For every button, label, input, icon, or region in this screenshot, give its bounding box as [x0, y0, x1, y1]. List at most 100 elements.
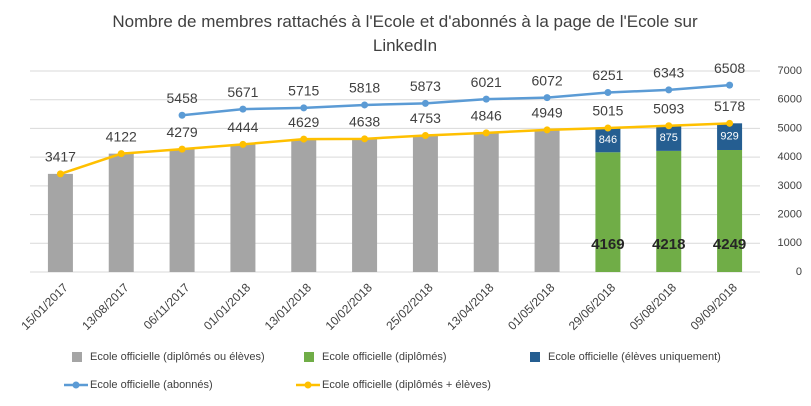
line-marker: [726, 119, 734, 127]
y2-tick-label: 5000: [778, 122, 802, 134]
line-value-label: 4444: [227, 119, 258, 135]
line-marker: [604, 124, 612, 132]
line-marker: [178, 111, 186, 119]
line-marker: [117, 150, 125, 158]
line-value-label: 4279: [167, 124, 198, 140]
line-marker: [604, 89, 612, 97]
line: [181, 83, 730, 117]
line-marker: [56, 170, 64, 178]
bar-value-label: 4249: [713, 236, 746, 253]
y2-tick-label: 7000: [778, 65, 802, 77]
line-value-label: 4949: [532, 105, 563, 121]
legend-label: Ecole officielle (diplômés ou élèves): [90, 351, 265, 363]
x-tick-label: 25/02/2018: [383, 280, 436, 333]
y2-tick-label: 6000: [778, 94, 802, 106]
line-marker: [543, 126, 551, 134]
chart-title: Nombre de membres rattachés à l'Ecole et…: [112, 12, 698, 55]
line-value-label: 5715: [288, 83, 319, 99]
line-value-label: 6343: [653, 65, 684, 81]
legend-label: Ecole officielle (diplômés): [322, 351, 447, 363]
line: [60, 122, 730, 176]
legend-swatch: [530, 352, 540, 362]
bar: [473, 132, 499, 272]
x-tick-label: 10/02/2018: [323, 280, 376, 333]
line-value-label: 4638: [349, 114, 380, 130]
bar: [108, 153, 134, 272]
line-value-label: 5873: [410, 78, 441, 94]
y2-tick-label: 0: [796, 266, 802, 278]
line-marker: [239, 105, 247, 113]
line-value-label: 5671: [227, 84, 258, 100]
bar: [656, 150, 682, 272]
line-marker: [482, 129, 490, 137]
legend-swatch: [304, 352, 314, 362]
y2-tick-label: 3000: [778, 180, 802, 192]
legend-label: Ecole officielle (élèves uniquement): [548, 351, 721, 363]
bar: [534, 129, 560, 272]
line-value-label: 4629: [288, 114, 319, 130]
legend-label: Ecole officielle (diplômés + élèves): [322, 379, 491, 391]
line-marker: [665, 122, 673, 130]
line-value-label: 5818: [349, 80, 380, 96]
line-marker: [421, 132, 429, 140]
line-marker: [543, 94, 551, 102]
line-value-label: 4122: [106, 128, 137, 144]
line-marker: [361, 101, 369, 109]
line-value-label: 4753: [410, 110, 441, 126]
line-marker: [726, 81, 734, 89]
line-value-label: 6021: [471, 74, 502, 90]
bar: [47, 173, 73, 272]
y2-tick-label: 1000: [778, 237, 802, 249]
legend-swatch: [72, 381, 80, 389]
legend-swatch: [304, 381, 312, 389]
bar: [291, 139, 317, 272]
x-tick-label: 13/08/2017: [79, 280, 132, 333]
legend-swatch: [72, 352, 82, 362]
line-value-label: 5093: [653, 100, 684, 116]
line-marker: [482, 95, 490, 103]
bar-value-label: 846: [599, 134, 617, 146]
x-tick-label: 01/05/2018: [505, 280, 558, 333]
line-marker: [300, 135, 308, 143]
line-value-label: 6251: [592, 67, 623, 83]
line-marker: [665, 86, 673, 94]
line-marker: [300, 104, 308, 112]
line-marker: [361, 135, 369, 143]
x-tick-label: 13/01/2018: [262, 280, 315, 333]
y2-tick-label: 2000: [778, 208, 802, 220]
bar: [169, 149, 195, 272]
line-value-label: 6508: [714, 60, 745, 76]
bar: [717, 149, 743, 272]
x-tick-label: 15/01/2017: [18, 280, 71, 333]
line-marker: [421, 99, 429, 107]
legend-label: Ecole officielle (abonnés): [90, 379, 213, 391]
line-marker: [178, 145, 186, 153]
bar-value-label: 4218: [652, 236, 685, 253]
bar-value-label: 929: [720, 131, 738, 143]
x-tick-label: 29/06/2018: [566, 280, 619, 333]
x-tick-label: 01/01/2018: [201, 280, 254, 333]
bar: [352, 138, 378, 272]
bar-value-label: 4169: [591, 236, 624, 253]
line-value-label: 5015: [592, 103, 623, 119]
line-value-label: 5458: [167, 90, 198, 106]
line-marker: [239, 140, 247, 148]
line-value-label: 5178: [714, 98, 745, 114]
line-value-label: 6072: [532, 72, 563, 88]
x-tick-label: 06/11/2017: [141, 280, 193, 332]
line-value-label: 3417: [45, 149, 76, 165]
bar: [230, 144, 256, 272]
line-value-label: 4846: [471, 108, 502, 124]
bar-value-label: 875: [660, 132, 678, 144]
bar: [412, 135, 438, 272]
bar: [595, 127, 621, 153]
bar: [717, 123, 743, 150]
x-tick-label: 09/09/2018: [688, 280, 741, 333]
bar: [595, 152, 621, 272]
x-tick-label: 05/08/2018: [627, 280, 680, 333]
bar: [656, 125, 682, 151]
y2-tick-label: 4000: [778, 151, 802, 163]
x-tick-label: 13/04/2018: [444, 280, 497, 333]
